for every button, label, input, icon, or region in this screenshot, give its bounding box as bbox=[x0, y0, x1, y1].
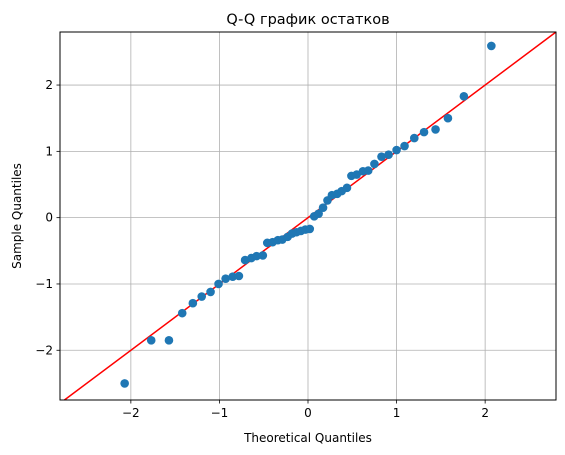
data-point bbox=[370, 159, 379, 169]
data-point bbox=[377, 152, 386, 161]
data-point bbox=[459, 92, 469, 101]
data-point bbox=[342, 183, 352, 193]
y-tick-label: 1 bbox=[45, 144, 53, 158]
data-point bbox=[400, 141, 409, 151]
data-point bbox=[214, 279, 223, 289]
data-point bbox=[443, 113, 453, 123]
x-tick-label: 2 bbox=[481, 406, 489, 420]
data-point bbox=[318, 203, 328, 213]
data-point bbox=[409, 133, 419, 143]
data-point bbox=[234, 271, 244, 281]
x-tick-label: −2 bbox=[122, 406, 140, 420]
data-point bbox=[188, 298, 198, 308]
x-axis-ticks: −2 −1 0 1 2 bbox=[122, 400, 489, 420]
data-point bbox=[146, 336, 156, 345]
y-axis-ticks: −2 −1 0 1 2 bbox=[35, 78, 60, 357]
data-point bbox=[177, 308, 187, 318]
data-point bbox=[305, 224, 315, 234]
data-point bbox=[120, 379, 129, 388]
x-axis-label: Theoretical Quantiles bbox=[243, 431, 372, 445]
chart-title: Q-Q график остатков bbox=[226, 12, 389, 28]
y-axis-label: Sample Quantiles bbox=[10, 163, 24, 269]
data-point bbox=[314, 209, 323, 218]
grid bbox=[60, 32, 556, 400]
data-point bbox=[206, 287, 215, 297]
x-tick-label: 0 bbox=[304, 406, 312, 420]
data-point bbox=[419, 127, 429, 137]
data-point bbox=[384, 150, 393, 159]
data-point bbox=[363, 166, 373, 175]
x-tick-label: −1 bbox=[211, 406, 229, 420]
x-tick-label: 1 bbox=[393, 406, 401, 420]
data-point bbox=[487, 41, 496, 51]
points bbox=[120, 41, 496, 388]
data-point bbox=[392, 145, 401, 155]
y-tick-label: 2 bbox=[45, 78, 53, 92]
data-point bbox=[164, 336, 174, 345]
y-tick-label: −2 bbox=[35, 343, 53, 357]
data-point bbox=[221, 274, 230, 283]
data-point bbox=[431, 125, 440, 134]
data-point bbox=[197, 292, 207, 301]
y-tick-label: −1 bbox=[35, 277, 53, 291]
y-tick-label: 0 bbox=[45, 211, 53, 225]
data-point bbox=[258, 251, 268, 260]
data-point bbox=[252, 251, 261, 261]
data-point bbox=[228, 272, 238, 281]
